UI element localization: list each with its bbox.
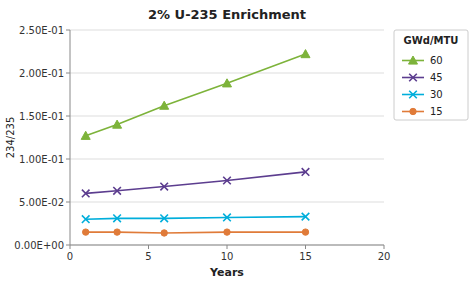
- grid-line: [70, 30, 384, 31]
- series-group: [81, 50, 310, 237]
- y-tick-label: 1.00E-01: [19, 154, 64, 165]
- x-tick-label: 10: [221, 251, 234, 262]
- legend-title: GWd/MTU: [404, 35, 459, 46]
- y-tick-label: 2.50E-01: [19, 25, 64, 36]
- point: [160, 183, 168, 191]
- legend-marker: [409, 91, 417, 99]
- point: [114, 229, 120, 235]
- y-tick: [66, 116, 70, 117]
- grid-line: [70, 116, 384, 117]
- y-axis-label: 234/235: [5, 117, 16, 159]
- point: [113, 120, 122, 128]
- point: [223, 214, 231, 222]
- series: [81, 50, 310, 140]
- y-tick-label: 1.50E-01: [19, 111, 64, 122]
- y-tick-label: 0.00E+00: [14, 240, 64, 251]
- point: [83, 229, 89, 235]
- grid-line: [70, 73, 384, 74]
- point: [160, 215, 168, 223]
- y-tick-label: 2.00E-01: [19, 68, 64, 79]
- y-tick: [66, 202, 70, 203]
- title: 2% U-235 Enrichment: [148, 7, 306, 22]
- point: [302, 213, 310, 221]
- y-tick: [66, 30, 70, 31]
- legend-label: 15: [430, 106, 443, 117]
- y-grid: [70, 30, 384, 245]
- x-tick-label: 15: [299, 251, 312, 262]
- point: [224, 229, 230, 235]
- x-tick-label: 20: [378, 251, 391, 262]
- legend-marker: [409, 74, 417, 82]
- point: [82, 215, 90, 223]
- legend-marker: [410, 108, 416, 114]
- series: [83, 229, 309, 236]
- y-tick: [66, 159, 70, 160]
- point: [223, 177, 231, 185]
- legend-label: 45: [430, 72, 443, 83]
- grid-line: [70, 245, 384, 246]
- x-tick: [305, 245, 306, 249]
- series: [82, 213, 309, 223]
- x-tick: [227, 245, 228, 249]
- x-axis-label: Years: [209, 266, 244, 279]
- plot-area: [70, 30, 384, 245]
- point: [81, 131, 90, 139]
- x-axis: [70, 245, 384, 246]
- x-tick-label: 0: [67, 251, 73, 262]
- point: [223, 79, 232, 87]
- y-tick-label: 5.00E-02: [19, 197, 64, 208]
- point: [302, 229, 308, 235]
- point: [161, 230, 167, 236]
- point: [302, 168, 310, 176]
- x-tick: [148, 245, 149, 249]
- legend-box: [394, 30, 468, 120]
- legend-label: 60: [430, 55, 443, 66]
- legend-marker: [409, 56, 418, 64]
- chart: 0.00E+00 5.00E-02 1.00E-01 1.50E-01 2.00E-01…: [0, 0, 474, 283]
- x-tick-label: 5: [145, 251, 151, 262]
- legend: GWd/MTU 60 45 30 15: [394, 30, 468, 120]
- y-axis: [70, 30, 71, 245]
- y-tick: [66, 73, 70, 74]
- x-tick: [70, 245, 71, 249]
- series-line: [86, 54, 306, 136]
- point: [113, 215, 121, 223]
- x-tick: [384, 245, 385, 249]
- grid-line: [70, 202, 384, 203]
- point: [301, 50, 310, 58]
- series: [82, 168, 309, 197]
- point: [113, 187, 121, 195]
- point: [82, 190, 90, 198]
- point: [160, 101, 169, 109]
- y-tick: [66, 245, 70, 246]
- grid-line: [70, 159, 384, 160]
- legend-label: 30: [430, 89, 443, 100]
